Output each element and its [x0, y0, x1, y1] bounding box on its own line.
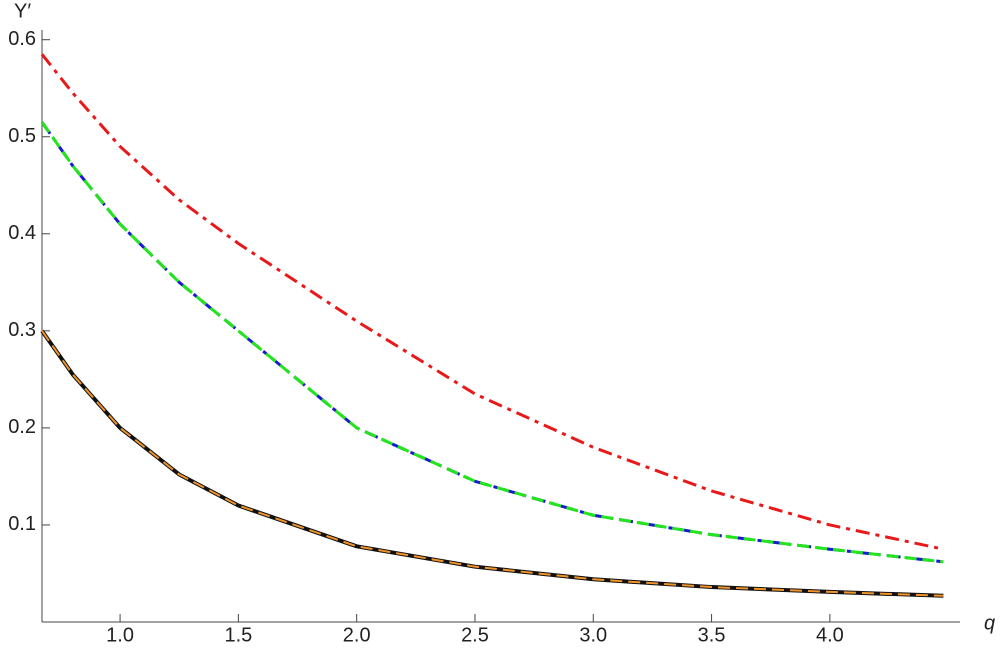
x-tick-label: 3.5 [698, 624, 726, 646]
y-tick-label: 0.1 [8, 513, 36, 535]
x-tick-label: 1.0 [106, 624, 134, 646]
x-tick-label: 2.0 [343, 624, 371, 646]
y-axis-label: Y′ [14, 0, 31, 22]
x-tick-label: 1.5 [224, 624, 252, 646]
x-axis-label: q [984, 612, 995, 634]
y-tick-label: 0.2 [8, 416, 36, 438]
x-tick-label: 2.5 [461, 624, 489, 646]
y-tick-label: 0.3 [8, 319, 36, 341]
y-tick-label: 0.5 [8, 125, 36, 147]
series-line [40, 121, 944, 564]
x-tick-label: 3.0 [579, 624, 607, 646]
y-tick-label: 0.6 [8, 28, 36, 50]
series-line [40, 53, 944, 551]
x-tick-label: 4.0 [816, 624, 844, 646]
series-line [41, 330, 944, 597]
y-tick-label: 0.4 [8, 222, 36, 244]
series-line [40, 329, 944, 598]
series-line [40, 121, 944, 564]
